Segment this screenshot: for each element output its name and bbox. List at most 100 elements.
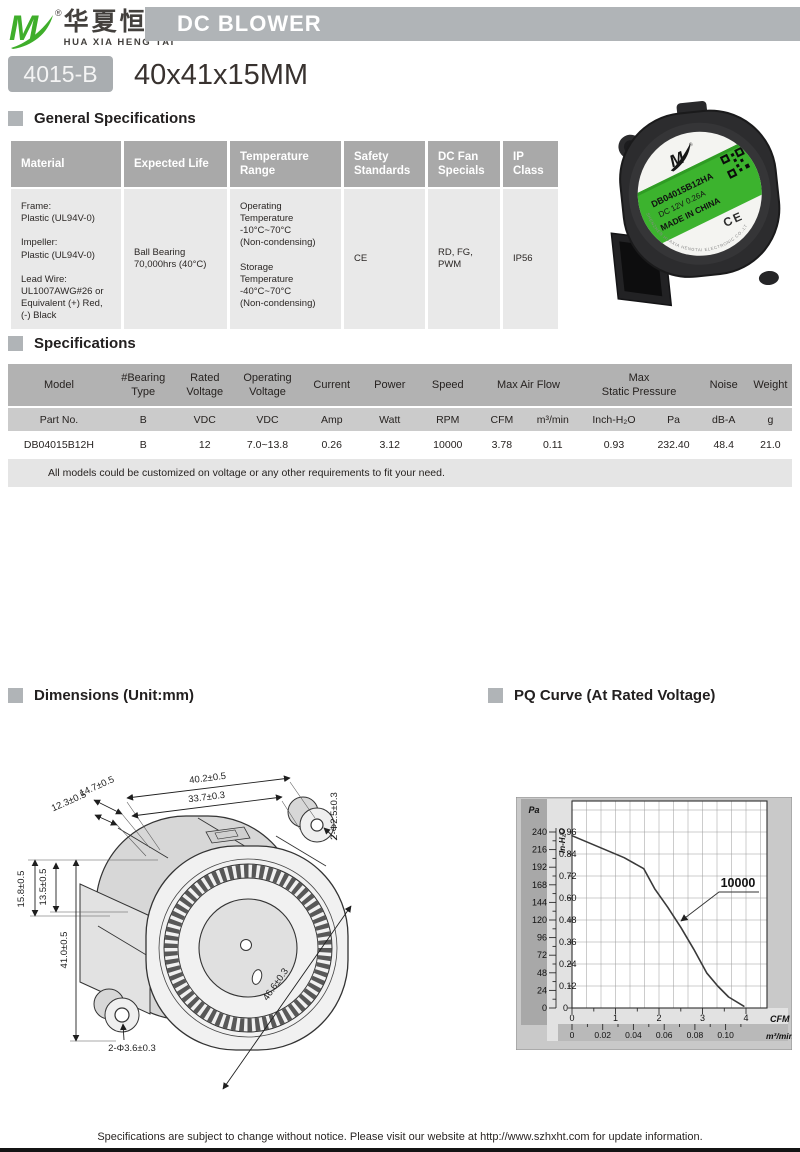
svg-text:48: 48 bbox=[537, 968, 547, 978]
unit-bearing: B bbox=[109, 408, 177, 431]
value-m3min: 0.11 bbox=[526, 433, 580, 457]
svg-text:3: 3 bbox=[700, 1013, 705, 1023]
svg-text:0.08: 0.08 bbox=[687, 1030, 704, 1040]
svg-text:216: 216 bbox=[532, 845, 547, 855]
dim-width-outer: 40.2±0.5 bbox=[189, 771, 227, 786]
section-title: Dimensions (Unit:mm) bbox=[34, 687, 195, 704]
svg-text:M: M bbox=[9, 9, 39, 48]
section-bullet-icon bbox=[488, 688, 503, 703]
unit-m3min: m³/min bbox=[526, 408, 580, 431]
svg-text:2: 2 bbox=[656, 1013, 661, 1023]
gen-col-expected-life: Expected Life bbox=[124, 141, 227, 187]
value-g: 21.0 bbox=[748, 433, 792, 457]
pa-axis-title: Pa bbox=[528, 805, 539, 815]
axis-ticks bbox=[549, 828, 747, 1030]
gen-col-ip-class: IP Class bbox=[503, 141, 558, 187]
cell-material: Frame: Plastic (UL94V-0) Impeller: Plast… bbox=[11, 189, 121, 329]
model-badge: 4015-B bbox=[8, 56, 113, 92]
footer-note: Specifications are subject to change wit… bbox=[97, 1131, 703, 1143]
unit-power: Watt bbox=[361, 408, 418, 431]
svg-text:0: 0 bbox=[542, 1003, 547, 1013]
unit-rated: VDC bbox=[176, 408, 233, 431]
value-power: 3.12 bbox=[361, 433, 418, 457]
section-general-specifications: General Specifications bbox=[8, 110, 196, 127]
value-part-no: DB04015B12H bbox=[8, 433, 110, 457]
spec-col-model: Model bbox=[8, 364, 110, 406]
dim-depth-inner: 12.3±0.5 bbox=[50, 789, 88, 814]
spec-col-noise: Noise bbox=[698, 364, 749, 406]
svg-text:0.04: 0.04 bbox=[625, 1030, 642, 1040]
spec-col-operating-voltage: Operating Voltage bbox=[232, 364, 302, 406]
specifications-table: Model #Bearing Type Rated Voltage Operat… bbox=[8, 362, 792, 489]
product-photo: DB04015B12HA DC 12V 0.26A MADE IN CHINA … bbox=[610, 100, 781, 307]
svg-text:0.72: 0.72 bbox=[559, 871, 577, 881]
value-inch-h2o: 0.93 bbox=[579, 433, 649, 457]
mounting-hole-top bbox=[310, 818, 324, 832]
svg-text:0.60: 0.60 bbox=[559, 893, 577, 903]
value-operating: 7.0~13.8 bbox=[232, 433, 302, 457]
svg-text:0.24: 0.24 bbox=[559, 959, 577, 969]
dim-hole-top: 2-Φ2.5±0.3 bbox=[329, 792, 340, 840]
value-cfm: 3.78 bbox=[477, 433, 527, 457]
spec-note-row: All models could be customized on voltag… bbox=[8, 459, 792, 487]
svg-text:120: 120 bbox=[532, 915, 547, 925]
pq-curve-line bbox=[571, 834, 745, 1007]
svg-text:24: 24 bbox=[537, 985, 547, 995]
spec-col-weight: Weight bbox=[748, 364, 792, 406]
section-bullet-icon bbox=[8, 688, 23, 703]
value-dba: 48.4 bbox=[698, 433, 749, 457]
svg-text:0.48: 0.48 bbox=[559, 915, 577, 925]
gridlines bbox=[572, 801, 767, 1008]
cfm-axis-title: CFM bbox=[770, 1014, 790, 1024]
svg-text:0: 0 bbox=[569, 1013, 574, 1023]
gen-col-safety-standards: Safety Standards bbox=[344, 141, 425, 187]
dim-hole-bottom: 2-Φ3.6±0.3 bbox=[108, 1043, 156, 1054]
dimension-drawing: 40.2±0.5 33.7±0.3 14.7±0.5 12.3±0.5 2-Φ2… bbox=[16, 771, 352, 1090]
section-title: General Specifications bbox=[34, 110, 196, 127]
general-specs-row: Frame: Plastic (UL94V-0) Impeller: Plast… bbox=[11, 189, 558, 329]
label-green-band bbox=[631, 136, 768, 252]
label-registered-mark: ® bbox=[688, 141, 695, 149]
unit-pa: Pa bbox=[648, 408, 699, 431]
registered-mark: ® bbox=[55, 8, 62, 18]
spec-col-speed: Speed bbox=[417, 364, 478, 406]
unit-cfm: CFM bbox=[477, 408, 527, 431]
svg-text:0.36: 0.36 bbox=[559, 937, 577, 947]
svg-text:1: 1 bbox=[613, 1013, 618, 1023]
footer-bar bbox=[0, 1148, 800, 1152]
m3min-axis-band bbox=[558, 1024, 788, 1041]
spec-col-max-air-flow: Max Air Flow bbox=[477, 364, 580, 406]
spec-col-power: Power bbox=[361, 364, 418, 406]
pa-axis-strip bbox=[521, 799, 547, 1025]
general-specs-table: Material Expected Life Temperature Range… bbox=[8, 139, 561, 331]
svg-text:0.12: 0.12 bbox=[559, 981, 577, 991]
spec-col-bearing: #Bearing Type bbox=[109, 364, 177, 406]
customization-note: All models could be customized on voltag… bbox=[8, 459, 792, 487]
svg-text:0: 0 bbox=[570, 1030, 575, 1040]
spec-units-row: Part No. B VDC VDC Amp Watt RPM CFM m³/m… bbox=[8, 408, 792, 431]
section-bullet-icon bbox=[8, 336, 23, 351]
dim-width-inner: 33.7±0.3 bbox=[188, 790, 226, 805]
gen-col-material: Material bbox=[11, 141, 121, 187]
value-pa: 232.40 bbox=[648, 433, 699, 457]
cell-ip-class: IP56 bbox=[503, 189, 558, 329]
dimension-lines bbox=[31, 775, 352, 1090]
curve-annotation: 10000 bbox=[680, 876, 759, 922]
spec-col-current: Current bbox=[301, 364, 362, 406]
section-title: PQ Curve (At Rated Voltage) bbox=[514, 687, 716, 704]
svg-text:0.84: 0.84 bbox=[559, 849, 577, 859]
axis-titles: Pa In-H₂O CFM m³/min bbox=[528, 805, 792, 1041]
dim-inlet-inner: 13.5±0.5 bbox=[38, 869, 49, 906]
cell-expected-life: Ball Bearing 70,000hrs (40°C) bbox=[124, 189, 227, 329]
company-name-en: HUA XIA HENG TAI bbox=[63, 37, 175, 48]
qr-code bbox=[719, 146, 751, 179]
unit-g: g bbox=[748, 408, 792, 431]
unit-current: Amp bbox=[301, 408, 362, 431]
svg-text:0.06: 0.06 bbox=[656, 1030, 673, 1040]
svg-text:168: 168 bbox=[532, 880, 547, 890]
svg-text:72: 72 bbox=[537, 950, 547, 960]
cell-dc-fan-specials: RD, FG, PWM bbox=[428, 189, 500, 329]
spec-header-row: Model #Bearing Type Rated Voltage Operat… bbox=[8, 364, 792, 406]
value-bearing: B bbox=[109, 433, 177, 457]
